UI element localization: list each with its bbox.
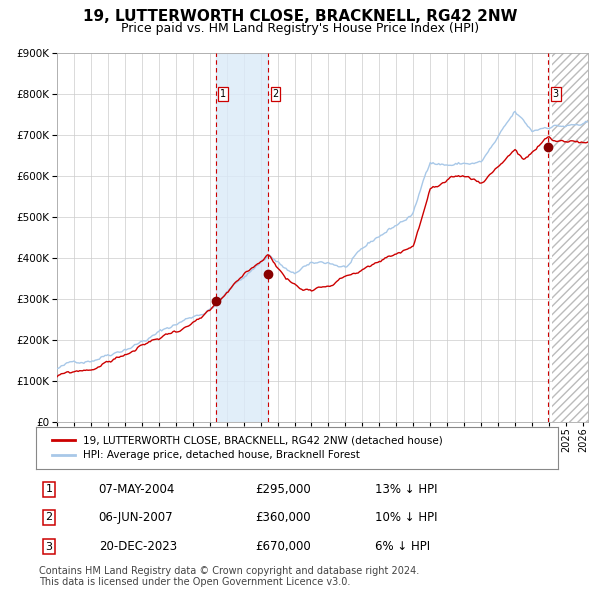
Text: 3: 3	[46, 542, 53, 552]
Text: 10% ↓ HPI: 10% ↓ HPI	[376, 511, 438, 524]
Text: 20-DEC-2023: 20-DEC-2023	[98, 540, 177, 553]
Text: Price paid vs. HM Land Registry's House Price Index (HPI): Price paid vs. HM Land Registry's House …	[121, 22, 479, 35]
Text: 07-MAY-2004: 07-MAY-2004	[98, 483, 175, 496]
Text: £295,000: £295,000	[255, 483, 311, 496]
Text: 13% ↓ HPI: 13% ↓ HPI	[376, 483, 438, 496]
Text: 19, LUTTERWORTH CLOSE, BRACKNELL, RG42 2NW: 19, LUTTERWORTH CLOSE, BRACKNELL, RG42 2…	[83, 9, 517, 24]
Text: £670,000: £670,000	[255, 540, 311, 553]
Text: 3: 3	[553, 89, 559, 99]
Text: This data is licensed under the Open Government Licence v3.0.: This data is licensed under the Open Gov…	[39, 577, 350, 587]
Text: Contains HM Land Registry data © Crown copyright and database right 2024.: Contains HM Land Registry data © Crown c…	[39, 566, 419, 576]
Text: £360,000: £360,000	[255, 511, 311, 524]
Legend: 19, LUTTERWORTH CLOSE, BRACKNELL, RG42 2NW (detached house), HPI: Average price,: 19, LUTTERWORTH CLOSE, BRACKNELL, RG42 2…	[46, 430, 448, 466]
Bar	[215, 53, 268, 422]
Text: 2: 2	[272, 89, 279, 99]
Text: 2: 2	[46, 513, 53, 522]
Text: 1: 1	[46, 484, 53, 494]
Text: 1: 1	[220, 89, 226, 99]
Text: 6% ↓ HPI: 6% ↓ HPI	[376, 540, 430, 553]
Text: 06-JUN-2007: 06-JUN-2007	[98, 511, 173, 524]
